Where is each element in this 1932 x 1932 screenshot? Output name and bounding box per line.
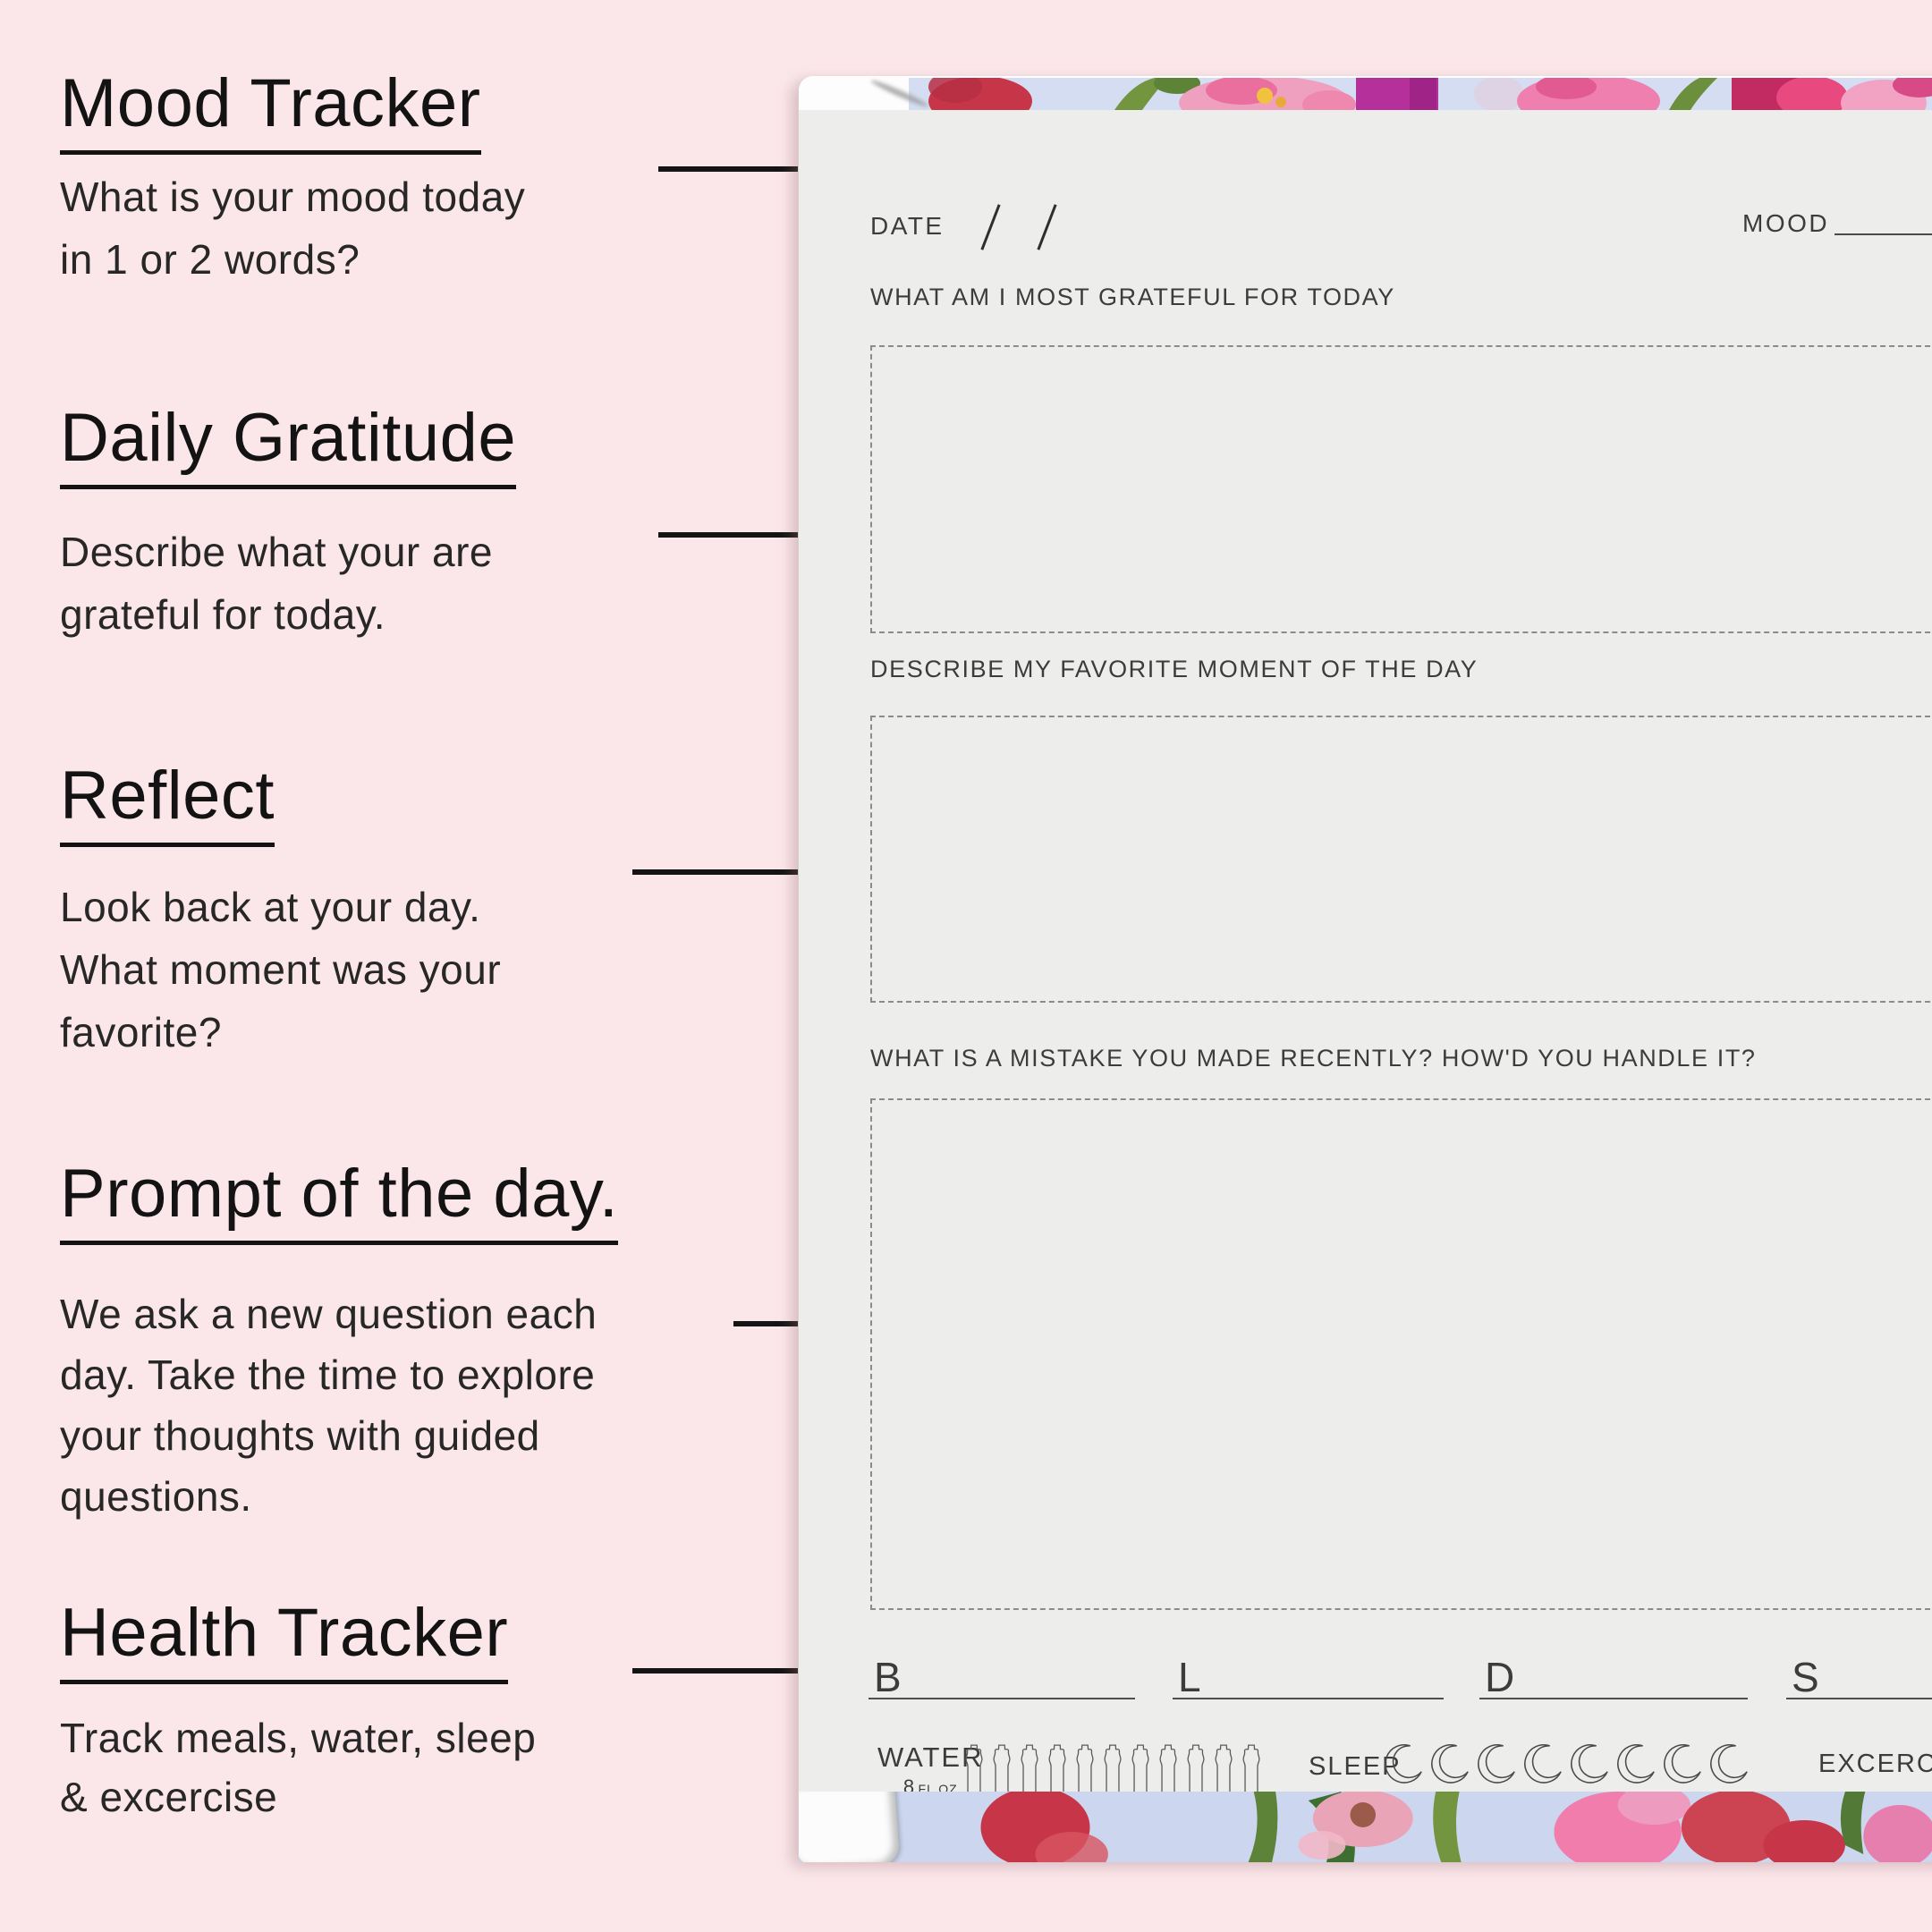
- meal-field-dinner: D: [1479, 1653, 1748, 1701]
- meal-write-line: [1479, 1698, 1748, 1699]
- favorite-moment-writing-box: [870, 716, 1932, 1003]
- favorite-moment-prompt-label: DESCRIBE MY FAVORITE MOMENT OF THE DAY: [870, 656, 1479, 682]
- annotation-heading: Mood Tracker: [60, 70, 481, 155]
- connector-line-health: [632, 1668, 850, 1674]
- meal-field-snack: S: [1786, 1653, 1932, 1701]
- water-label-text: WATER: [877, 1741, 984, 1773]
- annotation-reflect: Reflect Look back at your day. What mome…: [60, 762, 501, 1063]
- annotation-prompt-of-the-day: Prompt of the day. We ask a new question…: [60, 1160, 619, 1527]
- gratitude-prompt-label: WHAT AM I MOST GRATEFUL FOR TODAY: [870, 284, 1395, 310]
- sleep-moon-icon: [1568, 1743, 1611, 1791]
- sleep-moon-icon: [1661, 1743, 1704, 1791]
- meal-letter: D: [1485, 1654, 1515, 1700]
- sleep-moon-icon: [1707, 1743, 1750, 1791]
- annotation-daily-gratitude: Daily Gratitude Describe what your are g…: [60, 404, 517, 646]
- floral-band-bottom: [799, 1792, 1932, 1862]
- date-slash-icon: [1037, 204, 1057, 250]
- sleep-tracker-label: SLEEP: [1309, 1752, 1402, 1781]
- meal-letter: L: [1178, 1654, 1201, 1700]
- mistake-writing-box: [870, 1098, 1932, 1610]
- annotation-description: Describe what your are grateful for toda…: [60, 529, 493, 638]
- annotation-heading: Daily Gratitude: [60, 404, 517, 489]
- sleep-moon-icon: [1382, 1743, 1425, 1791]
- meal-letter: S: [1792, 1654, 1819, 1700]
- date-label: DATE: [870, 212, 945, 240]
- mood-label: MOOD: [1742, 209, 1830, 237]
- mood-write-line: [1835, 233, 1932, 235]
- annotation-description: What is your mood today in 1 or 2 words?: [60, 174, 526, 283]
- annotation-health-tracker: Health Tracker Track meals, water, sleep…: [60, 1599, 536, 1826]
- floral-band-top: [799, 76, 1932, 110]
- meal-write-line: [1786, 1698, 1932, 1699]
- meal-write-line: [1173, 1698, 1444, 1699]
- page-corner-curl-bottom: [799, 1792, 901, 1862]
- mistake-prompt-label: WHAT IS A MISTAKE YOU MADE RECENTLY? HOW…: [870, 1045, 1757, 1072]
- annotation-description: We ask a new question each day. Take the…: [60, 1291, 597, 1520]
- page-corner-curl-top: [799, 78, 930, 110]
- sleep-moon-icon: [1475, 1743, 1518, 1791]
- floral-band-top-image: [909, 78, 1932, 110]
- annotation-heading: Reflect: [60, 762, 275, 847]
- sleep-moon-icon: [1614, 1743, 1657, 1791]
- floral-band-bottom-image: [799, 1792, 1932, 1862]
- gratitude-writing-box: [870, 345, 1932, 633]
- annotation-heading: Health Tracker: [60, 1599, 509, 1684]
- annotation-mood-tracker: Mood Tracker What is your mood today in …: [60, 70, 525, 291]
- journal-page-content: DATE MOOD WHAT AM I MOST GRATEFUL FOR TO…: [799, 108, 1932, 1798]
- meal-write-line: [869, 1698, 1135, 1699]
- meal-field-lunch: L: [1173, 1653, 1444, 1701]
- sleep-moon-icon: [1428, 1743, 1471, 1791]
- annotation-description: Look back at your day. What moment was y…: [60, 884, 502, 1055]
- annotation-description: Track meals, water, sleep & excercise: [60, 1715, 537, 1820]
- annotation-heading: Prompt of the day.: [60, 1160, 619, 1245]
- meal-letter: B: [874, 1654, 902, 1700]
- sleep-moon-icon: [1521, 1743, 1564, 1791]
- sleep-moon-row: [1382, 1743, 1750, 1791]
- exercise-tracker-label: EXCERCISE: [1818, 1750, 1932, 1778]
- date-slash-icon: [980, 204, 1001, 250]
- meal-field-breakfast: B: [869, 1653, 1135, 1701]
- journal-page: DATE MOOD WHAT AM I MOST GRATEFUL FOR TO…: [798, 76, 1932, 1862]
